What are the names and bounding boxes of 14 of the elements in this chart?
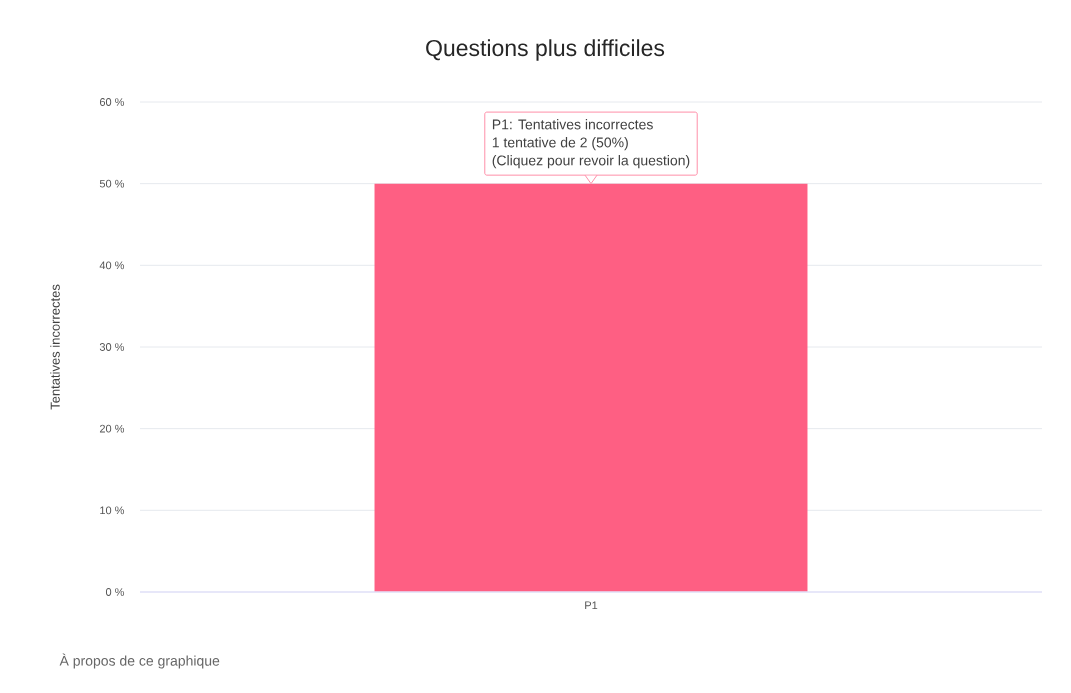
text: À propos de ce graphique: [59, 653, 220, 669]
y-tick-label: 20 %: [99, 424, 125, 433]
x-tick-label: P1: [585, 601, 598, 610]
annotation: (Cliquez pour revoir la question): [492, 155, 690, 169]
chart-title: Questions plus difficiles: [426, 39, 665, 61]
annotation: P1: Tentatives incorrectes: [492, 119, 653, 130]
y-tick-label: 30 %: [99, 343, 125, 351]
y-tick-label: 10 %: [100, 506, 125, 515]
annotation: 1 tentative de 2 (50%): [492, 137, 628, 151]
y-tick-label: 60 %: [99, 98, 125, 106]
y-tick-label: 40 %: [99, 261, 125, 270]
y-tick-label: 50 %: [99, 179, 125, 188]
y-axis-title: Tentatives incorrectes: [50, 284, 60, 410]
y-tick-label: 0 %: [105, 588, 125, 596]
